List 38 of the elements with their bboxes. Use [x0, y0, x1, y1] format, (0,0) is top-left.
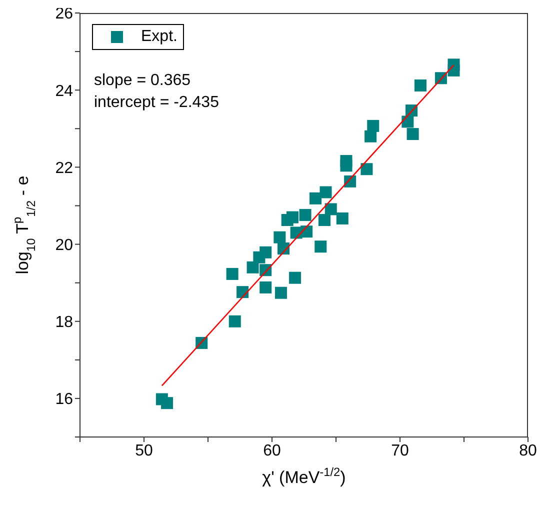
point	[324, 203, 337, 216]
point	[367, 120, 380, 132]
x-tick-label: 80	[519, 442, 537, 460]
point	[364, 130, 377, 142]
y-tick-label: 18	[55, 314, 74, 332]
point	[260, 246, 272, 258]
point	[228, 315, 241, 328]
point	[310, 192, 322, 204]
point	[226, 268, 238, 280]
point	[320, 186, 332, 198]
y-tick-label: 24	[55, 82, 74, 100]
annotation: slope = 0.365	[94, 71, 192, 91]
point	[289, 272, 302, 284]
x-tick-label: 60	[263, 442, 281, 460]
point	[360, 163, 373, 176]
point	[236, 286, 249, 298]
y-tick-label: 16	[55, 391, 74, 408]
annotation: intercept = -2.435	[94, 93, 219, 113]
point	[274, 286, 287, 299]
point	[406, 128, 419, 140]
x-tick-label: 70	[391, 442, 409, 460]
y-tick-label: 20	[55, 236, 74, 254]
point	[299, 208, 312, 221]
point	[318, 214, 330, 226]
point	[314, 240, 327, 253]
point	[274, 231, 286, 244]
x-axis-title: χ' (MeV$^{-1/2}$)	[262, 465, 346, 487]
point	[448, 64, 460, 76]
point	[286, 211, 298, 224]
y-tick-label: 22	[55, 160, 74, 177]
point	[260, 281, 272, 294]
x-tick-label: 50	[135, 442, 153, 460]
point	[340, 160, 352, 172]
point	[414, 79, 426, 92]
legend-label: Expt.	[141, 28, 178, 46]
point	[336, 212, 348, 224]
point	[246, 261, 259, 274]
point	[300, 226, 313, 238]
